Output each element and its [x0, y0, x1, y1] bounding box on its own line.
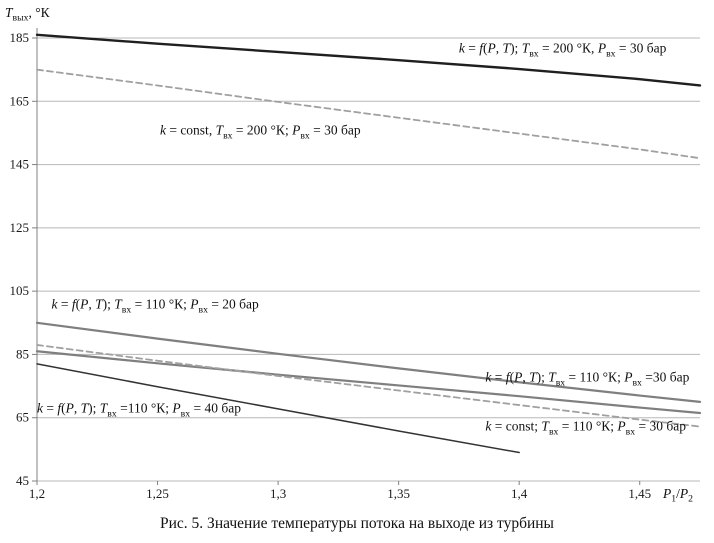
x-axis-title: P1/P2 — [663, 486, 693, 505]
x-tick-label: 1,3 — [270, 486, 286, 501]
chart-plot: 45 65 85 105 125 145 165 185 1,2 1,25 1,3 1,35 1,4 1,… — [10, 28, 702, 501]
x-tick-label: 1,25 — [146, 486, 169, 501]
y-tick-label: 65 — [16, 410, 29, 425]
y-tick-label: 185 — [10, 30, 30, 45]
y-tick-label: 105 — [10, 283, 30, 298]
y-tick-label: 85 — [16, 346, 29, 361]
y-axis-title: Tвых, °К — [5, 5, 50, 24]
y-tick-label: 165 — [10, 93, 30, 108]
series-label: k = f(P, T); Tвх =110 °К; Pвх = 40 бар — [37, 401, 241, 420]
y-tick-label: 125 — [10, 220, 30, 235]
series-label: k = const, Tвх = 200 °К; Pвх = 30 бар — [159, 122, 361, 142]
x-tick-label: 1,35 — [387, 486, 410, 501]
series-line — [35, 33, 702, 87]
y-tick-label: 45 — [16, 473, 29, 488]
series-line — [36, 363, 520, 454]
series-line — [35, 321, 702, 403]
x-tick-label: 1,45 — [628, 486, 651, 501]
y-tick-label: 145 — [10, 157, 30, 172]
series-label: k = const; Tвх = 110 °К; Pвх = 30 бар — [485, 418, 686, 438]
series-label: k = f(P, T); Tвх = 110 °К; Pвх = 20 бар — [51, 296, 259, 316]
series-line — [36, 344, 701, 428]
series-label: k = f(P, T); Tвх = 110 °К; Pвх =30 бар — [485, 369, 690, 389]
series-label: k = f(P, T); Tвх = 200 °К, Pвх = 30 бар — [458, 40, 667, 60]
series-line — [35, 350, 702, 415]
x-tick-label: 1,2 — [29, 486, 45, 501]
x-tick-label: 1,4 — [511, 486, 528, 501]
series-line — [36, 68, 701, 160]
figure-caption: Рис. 5. Значение температуры потока на в… — [160, 515, 554, 532]
